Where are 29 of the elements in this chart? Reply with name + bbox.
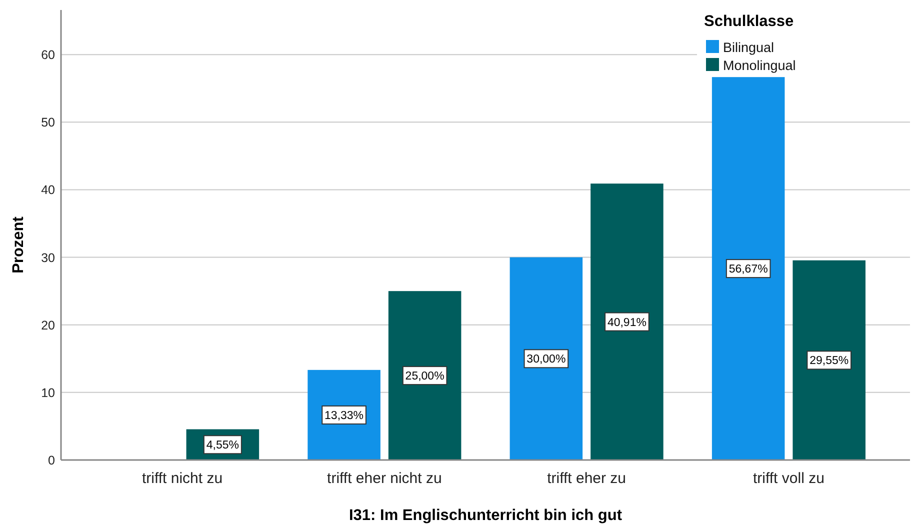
y-tick-label: 50 [41, 116, 56, 130]
y-tick-label: 40 [41, 183, 56, 198]
x-tick-label: trifft nicht zu [142, 470, 223, 487]
x-tick-label: trifft eher nicht zu [327, 470, 442, 487]
legend-label: Monolingual [723, 58, 796, 73]
data-label: 25,00% [405, 370, 444, 383]
data-label: 40,91% [607, 316, 646, 329]
legend-title: Schulklasse [704, 13, 794, 30]
y-tick-label: 10 [41, 386, 56, 400]
bar [510, 257, 583, 460]
bar [712, 77, 785, 460]
bar [792, 260, 866, 460]
data-label: 13,33% [324, 410, 364, 422]
y-tick-label: 60 [41, 48, 56, 62]
legend-label: Bilingual [723, 40, 774, 55]
y-tick-label: 0 [48, 454, 56, 468]
data-label: 56,67% [728, 264, 768, 276]
data-label: 29,55% [810, 355, 849, 368]
bar [590, 184, 664, 460]
data-label: 4,55% [206, 440, 239, 452]
data-label: 30,00% [526, 354, 566, 366]
y-tick-label: 20 [41, 318, 56, 332]
x-tick-label: trifft eher zu [547, 470, 626, 487]
bar [308, 370, 380, 460]
x-tick-label: trifft voll zu [753, 470, 824, 487]
y-tick-label: 30 [41, 250, 56, 265]
bar [388, 291, 462, 460]
x-axis-title: I31: Im Englischunterricht bin ich gut [349, 507, 622, 524]
y-axis-title: Prozent [10, 216, 27, 274]
